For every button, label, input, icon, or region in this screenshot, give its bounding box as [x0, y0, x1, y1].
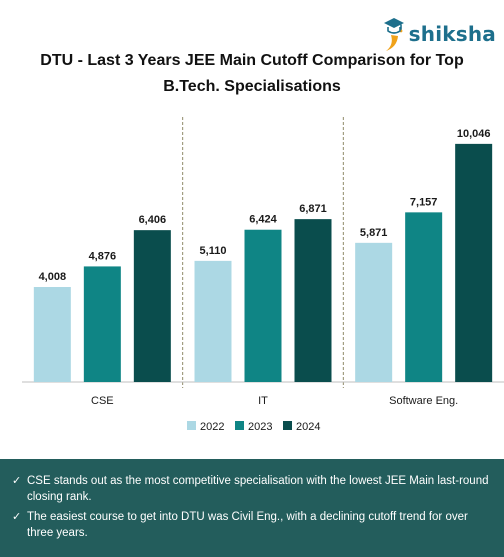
data-label: 6,406	[139, 214, 167, 226]
bar	[194, 260, 232, 382]
insight-text: CSE stands out as the most competitive s…	[27, 475, 489, 503]
legend-swatch	[283, 421, 292, 430]
insights-panel: ✓ CSE stands out as the most competitive…	[0, 459, 504, 557]
bar	[244, 229, 282, 382]
data-label: 7,157	[410, 196, 438, 208]
bar	[405, 212, 443, 382]
bar-chart: 4,008 4,876 6,406 CSE 5,110 6,424 6,871 IT 5,871…	[22, 117, 504, 433]
x-tick-label: Software Eng.	[389, 395, 458, 407]
x-tick-label: IT	[258, 395, 268, 407]
bar	[133, 230, 171, 382]
legend-label: 2022	[200, 421, 224, 433]
legend-label: 2024	[296, 421, 320, 433]
legend-swatch	[187, 421, 196, 430]
insight-note: ✓ The easiest course to get into DTU was…	[12, 509, 492, 541]
data-label: 5,871	[360, 227, 388, 239]
data-label: 4,008	[39, 271, 67, 283]
insight-text: The easiest course to get into DTU was C…	[27, 511, 468, 539]
shiksha-logo: shiksha	[381, 14, 496, 54]
bar	[455, 143, 493, 382]
data-label: 4,876	[89, 250, 117, 262]
brand-name: shiksha	[408, 22, 496, 46]
chart-title: DTU - Last 3 Years JEE Main Cutoff Compa…	[40, 52, 464, 95]
x-tick-label: CSE	[91, 395, 114, 407]
data-label: 5,110	[200, 245, 227, 257]
bar	[33, 286, 71, 382]
checkmark-icon: ✓	[12, 511, 22, 523]
bar	[355, 242, 393, 382]
data-label: 6,424	[249, 214, 277, 226]
bar	[83, 266, 121, 382]
checkmark-icon: ✓	[12, 475, 22, 487]
graduation-cap-icon	[383, 18, 404, 51]
insight-note: ✓ CSE stands out as the most competitive…	[12, 473, 492, 505]
data-label: 6,871	[299, 203, 327, 215]
legend-label: 2023	[248, 421, 272, 433]
data-label: 10,046	[457, 128, 491, 140]
legend-swatch	[235, 421, 244, 430]
bar	[294, 219, 332, 382]
